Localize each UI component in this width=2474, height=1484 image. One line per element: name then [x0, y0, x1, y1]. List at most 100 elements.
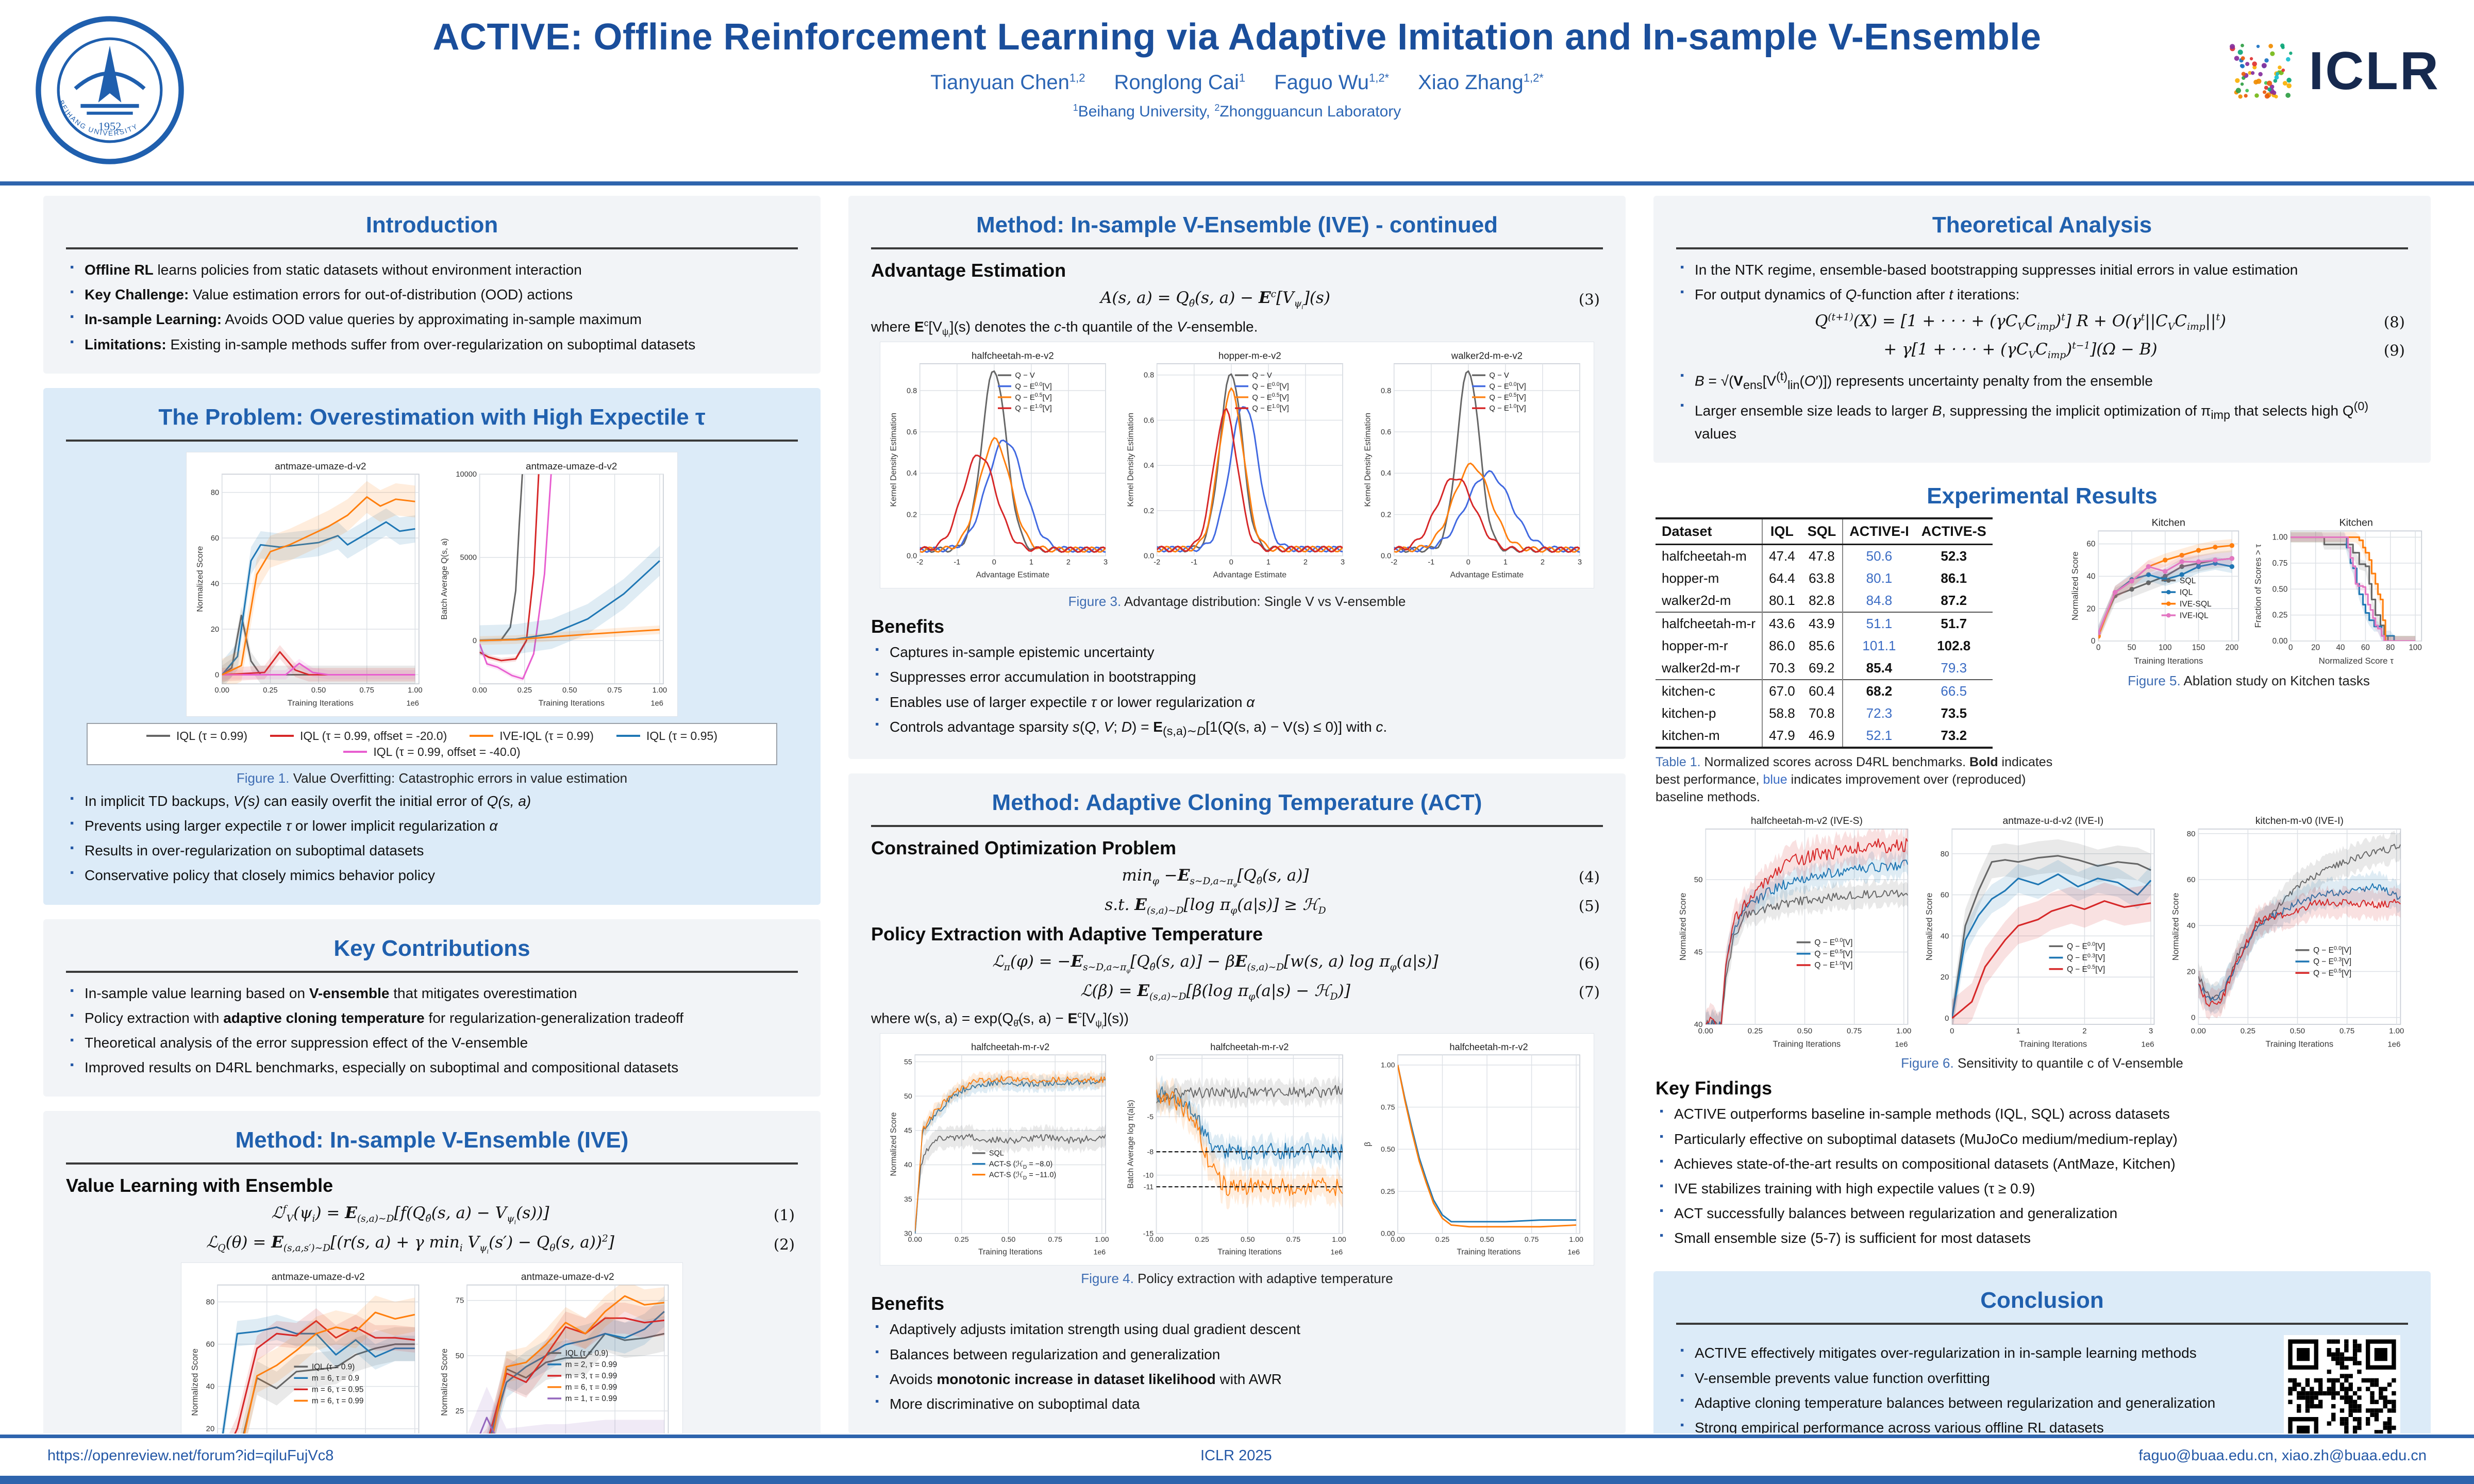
chart-fig1-normalized-score: 0.00 0.25 0.50 0.75 1.00 0 20 40 60 80 antmaze-uma…	[195, 461, 423, 707]
svg-text:Q − V: Q − V	[1489, 372, 1509, 380]
svg-text:m = 1, τ = 0.99: m = 1, τ = 0.99	[565, 1394, 617, 1403]
chart-fig3-hopper-kde: -2 -1 0 1 2 3 0.0 0.2 0.4 0.6 0.8 hopper-m-e-v2 Kern…	[1127, 350, 1345, 580]
subheading-constrained-optimization: Constrained Optimization Problem	[871, 837, 1177, 858]
subheading-advantage-estimation: Advantage Estimation	[871, 260, 1066, 281]
qr-code[interactable]	[2284, 1335, 2400, 1434]
svg-text:ACT-S (ℋD = −11.0): ACT-S (ℋD = −11.0)	[989, 1171, 1056, 1181]
svg-text:80: 80	[2386, 644, 2395, 652]
svg-text:0.75: 0.75	[360, 686, 374, 695]
figure-2-panel: 0.000.250.500.751.00020406080antmaze-uma…	[181, 1262, 683, 1434]
legend-item: IQL (τ = 0.99)	[146, 729, 247, 743]
bullet-item: More discriminative on suboptimal data	[871, 1394, 1603, 1414]
svg-text:walker2d-m-e-v2: walker2d-m-e-v2	[1451, 350, 1523, 361]
svg-text:0.00: 0.00	[215, 686, 229, 695]
svg-text:0.6: 0.6	[1381, 428, 1391, 436]
svg-text:Q − E0.5[V]: Q − E0.5[V]	[2067, 964, 2105, 974]
table-header: SQL	[1807, 524, 1836, 539]
equation-1-body: ℒfV(ψi) = E(s,a)∼D[f(Qθ̂(s, a) − Vψi(s))…	[271, 1204, 549, 1226]
svg-text:0: 0	[1945, 1014, 1949, 1023]
bullet-item: Improved results on D4RL benchmarks, esp…	[66, 1057, 798, 1077]
svg-text:25: 25	[456, 1407, 464, 1415]
section-problem: The Problem: Overestimation with High Ex…	[43, 387, 821, 905]
svg-text:0.75: 0.75	[1525, 1236, 1539, 1244]
figure-4-caption-text: Policy extraction with adaptive temperat…	[1138, 1271, 1393, 1287]
table-cell: 52.1	[1842, 724, 1915, 748]
svg-text:Q − E1.0[V]: Q − E1.0[V]	[1489, 403, 1526, 413]
figure-4-caption: Figure 4. Policy extraction with adaptiv…	[871, 1271, 1603, 1287]
svg-text:0.6: 0.6	[1144, 417, 1154, 425]
openreview-url-link[interactable]: https://openreview.net/forum?id=qiluFujV…	[47, 1447, 334, 1464]
svg-text:0: 0	[2191, 1014, 2195, 1022]
section-results: Experimental Results Dataset IQL SQL ACTIVE…	[1653, 477, 2431, 1257]
svg-text:halfcheetah-m-e-v2: halfcheetah-m-e-v2	[972, 350, 1054, 361]
bullet-item: Achieves state-of-the-art results on com…	[1656, 1154, 2429, 1174]
equation-1-number: (1)	[773, 1206, 795, 1224]
svg-text:45: 45	[904, 1126, 912, 1135]
section-title-conclusion: Conclusion	[1980, 1288, 2104, 1313]
svg-text:halfcheetah-m-r-v2: halfcheetah-m-r-v2	[1449, 1042, 1528, 1053]
table-cell: 51.7	[1941, 616, 1967, 632]
equation-6: ℒπ(φ) = −Es∼D,a∼πφ[Qθ̂(s, a)] − βE(s,a)∼…	[871, 952, 1603, 974]
legend-label: IQL (τ = 0.99, offset = -20.0)	[300, 729, 447, 743]
table-row: halfcheetah-m-r 43.6 43.9 51.1 51.7	[1656, 612, 1993, 635]
figure-5-caption: Figure 5. Ablation study on Kitchen task…	[2069, 673, 2429, 689]
svg-text:1e6: 1e6	[406, 699, 419, 707]
bullet-item: In-sample Learning: Avoids OOD value que…	[66, 309, 798, 329]
bullet-item: Theoretical analysis of the error suppre…	[66, 1033, 798, 1053]
bullet-item: ACT successfully balances between regula…	[1656, 1203, 2429, 1223]
table-cell: 86.0	[1762, 635, 1801, 657]
svg-text:Training Iterations: Training Iterations	[2134, 656, 2203, 666]
svg-text:0: 0	[2091, 637, 2096, 646]
table-cell: hopper-m	[1662, 570, 1719, 586]
ive-benefits-bullets: Captures in-sample epistemic uncertainty…	[871, 642, 1603, 739]
svg-text:0: 0	[1229, 559, 1233, 567]
table-header: ACTIVE-S	[1921, 524, 1986, 539]
svg-text:Normalized Score: Normalized Score	[890, 1112, 898, 1176]
left-column: Introduction Offline RL learns policies …	[43, 196, 821, 1434]
chart-fig5-kitchen-fraction: 0 20 40 60 80 100 0.00 0.25 0.50 0.75 1.00 Kitchen F…	[2253, 517, 2422, 666]
svg-text:-15: -15	[1143, 1229, 1154, 1238]
equation-3: A(s, a) = Qθ̂(s, a) − Ec[Vψi](s) (3)	[871, 289, 1603, 311]
subheading-policy-extraction: Policy Extraction with Adaptive Temperat…	[871, 923, 1263, 945]
footer-divider	[0, 1435, 2474, 1438]
svg-text:0.25: 0.25	[1435, 1236, 1450, 1244]
equation-3-body: A(s, a) = Qθ̂(s, a) − Ec[Vψi](s)	[1100, 289, 1330, 311]
svg-text:50: 50	[456, 1352, 464, 1360]
svg-text:1e6: 1e6	[1093, 1248, 1106, 1256]
equation-7: ℒ(β) = E(s,a)∼D[β(log πφ(a|s) − ℋD)] (7)	[871, 982, 1603, 1002]
svg-text:0.00: 0.00	[1391, 1236, 1405, 1244]
authors-line: Tianyuan Chen1,2 Ronglong Cai1 Faguo Wu1,2…	[930, 71, 1544, 94]
contact-emails-link[interactable]: faguo@buaa.edu.cn, xiao.zh@buaa.edu.cn	[2138, 1447, 2427, 1464]
table-cell: 67.0	[1762, 680, 1801, 703]
figure-6-caption: Figure 6. Sensitivity to quantile c of V…	[1656, 1055, 2429, 1071]
svg-text:80: 80	[2187, 830, 2196, 838]
legend-swatch	[146, 735, 170, 737]
svg-text:0.75: 0.75	[607, 686, 622, 695]
section-method-act: Method: Adaptive Cloning Temperature (AC…	[848, 773, 1626, 1434]
table-row: hopper-m 64.4 63.8 80.1 86.1	[1656, 567, 1993, 590]
legend-swatch	[343, 751, 367, 753]
svg-text:Q − E0.3[V]: Q − E0.3[V]	[2313, 957, 2351, 967]
svg-text:Kernel Density Estimation: Kernel Density Estimation	[1364, 413, 1373, 507]
section-title-problem: The Problem: Overestimation with High Ex…	[158, 404, 706, 430]
svg-text:80: 80	[211, 488, 219, 497]
table-cell: 80.1	[1762, 589, 1801, 613]
equation-9-number: (9)	[2383, 341, 2405, 359]
svg-text:Training Iterations: Training Iterations	[539, 698, 605, 707]
table-cell: hopper-m-r	[1662, 638, 1728, 654]
svg-text:0.50: 0.50	[311, 686, 326, 695]
table-cell: kitchen-m	[1662, 728, 1720, 744]
svg-text:0.50: 0.50	[1001, 1236, 1016, 1244]
svg-text:0.75: 0.75	[1048, 1236, 1062, 1244]
bullet-item: Enables use of larger expectile τ or low…	[871, 692, 1603, 712]
svg-text:0.4: 0.4	[1381, 469, 1391, 478]
svg-text:0.50: 0.50	[1381, 1145, 1395, 1154]
section-contributions: Key Contributions In-sample value learni…	[43, 919, 821, 1097]
bullet-item: ACTIVE outperforms baseline in-sample me…	[1656, 1104, 2429, 1124]
svg-text:2: 2	[1066, 559, 1071, 567]
svg-text:antmaze-u-d-v2 (IVE-I): antmaze-u-d-v2 (IVE-I)	[2003, 816, 2104, 827]
contributions-bullets: In-sample value learning based on V-ense…	[66, 983, 798, 1078]
poster-title: ACTIVE: Offline Reinforcement Learning v…	[432, 16, 2042, 58]
legend-label: IQL (τ = 0.99)	[176, 729, 247, 743]
svg-text:m = 6, τ = 0.95: m = 6, τ = 0.95	[312, 1386, 364, 1394]
